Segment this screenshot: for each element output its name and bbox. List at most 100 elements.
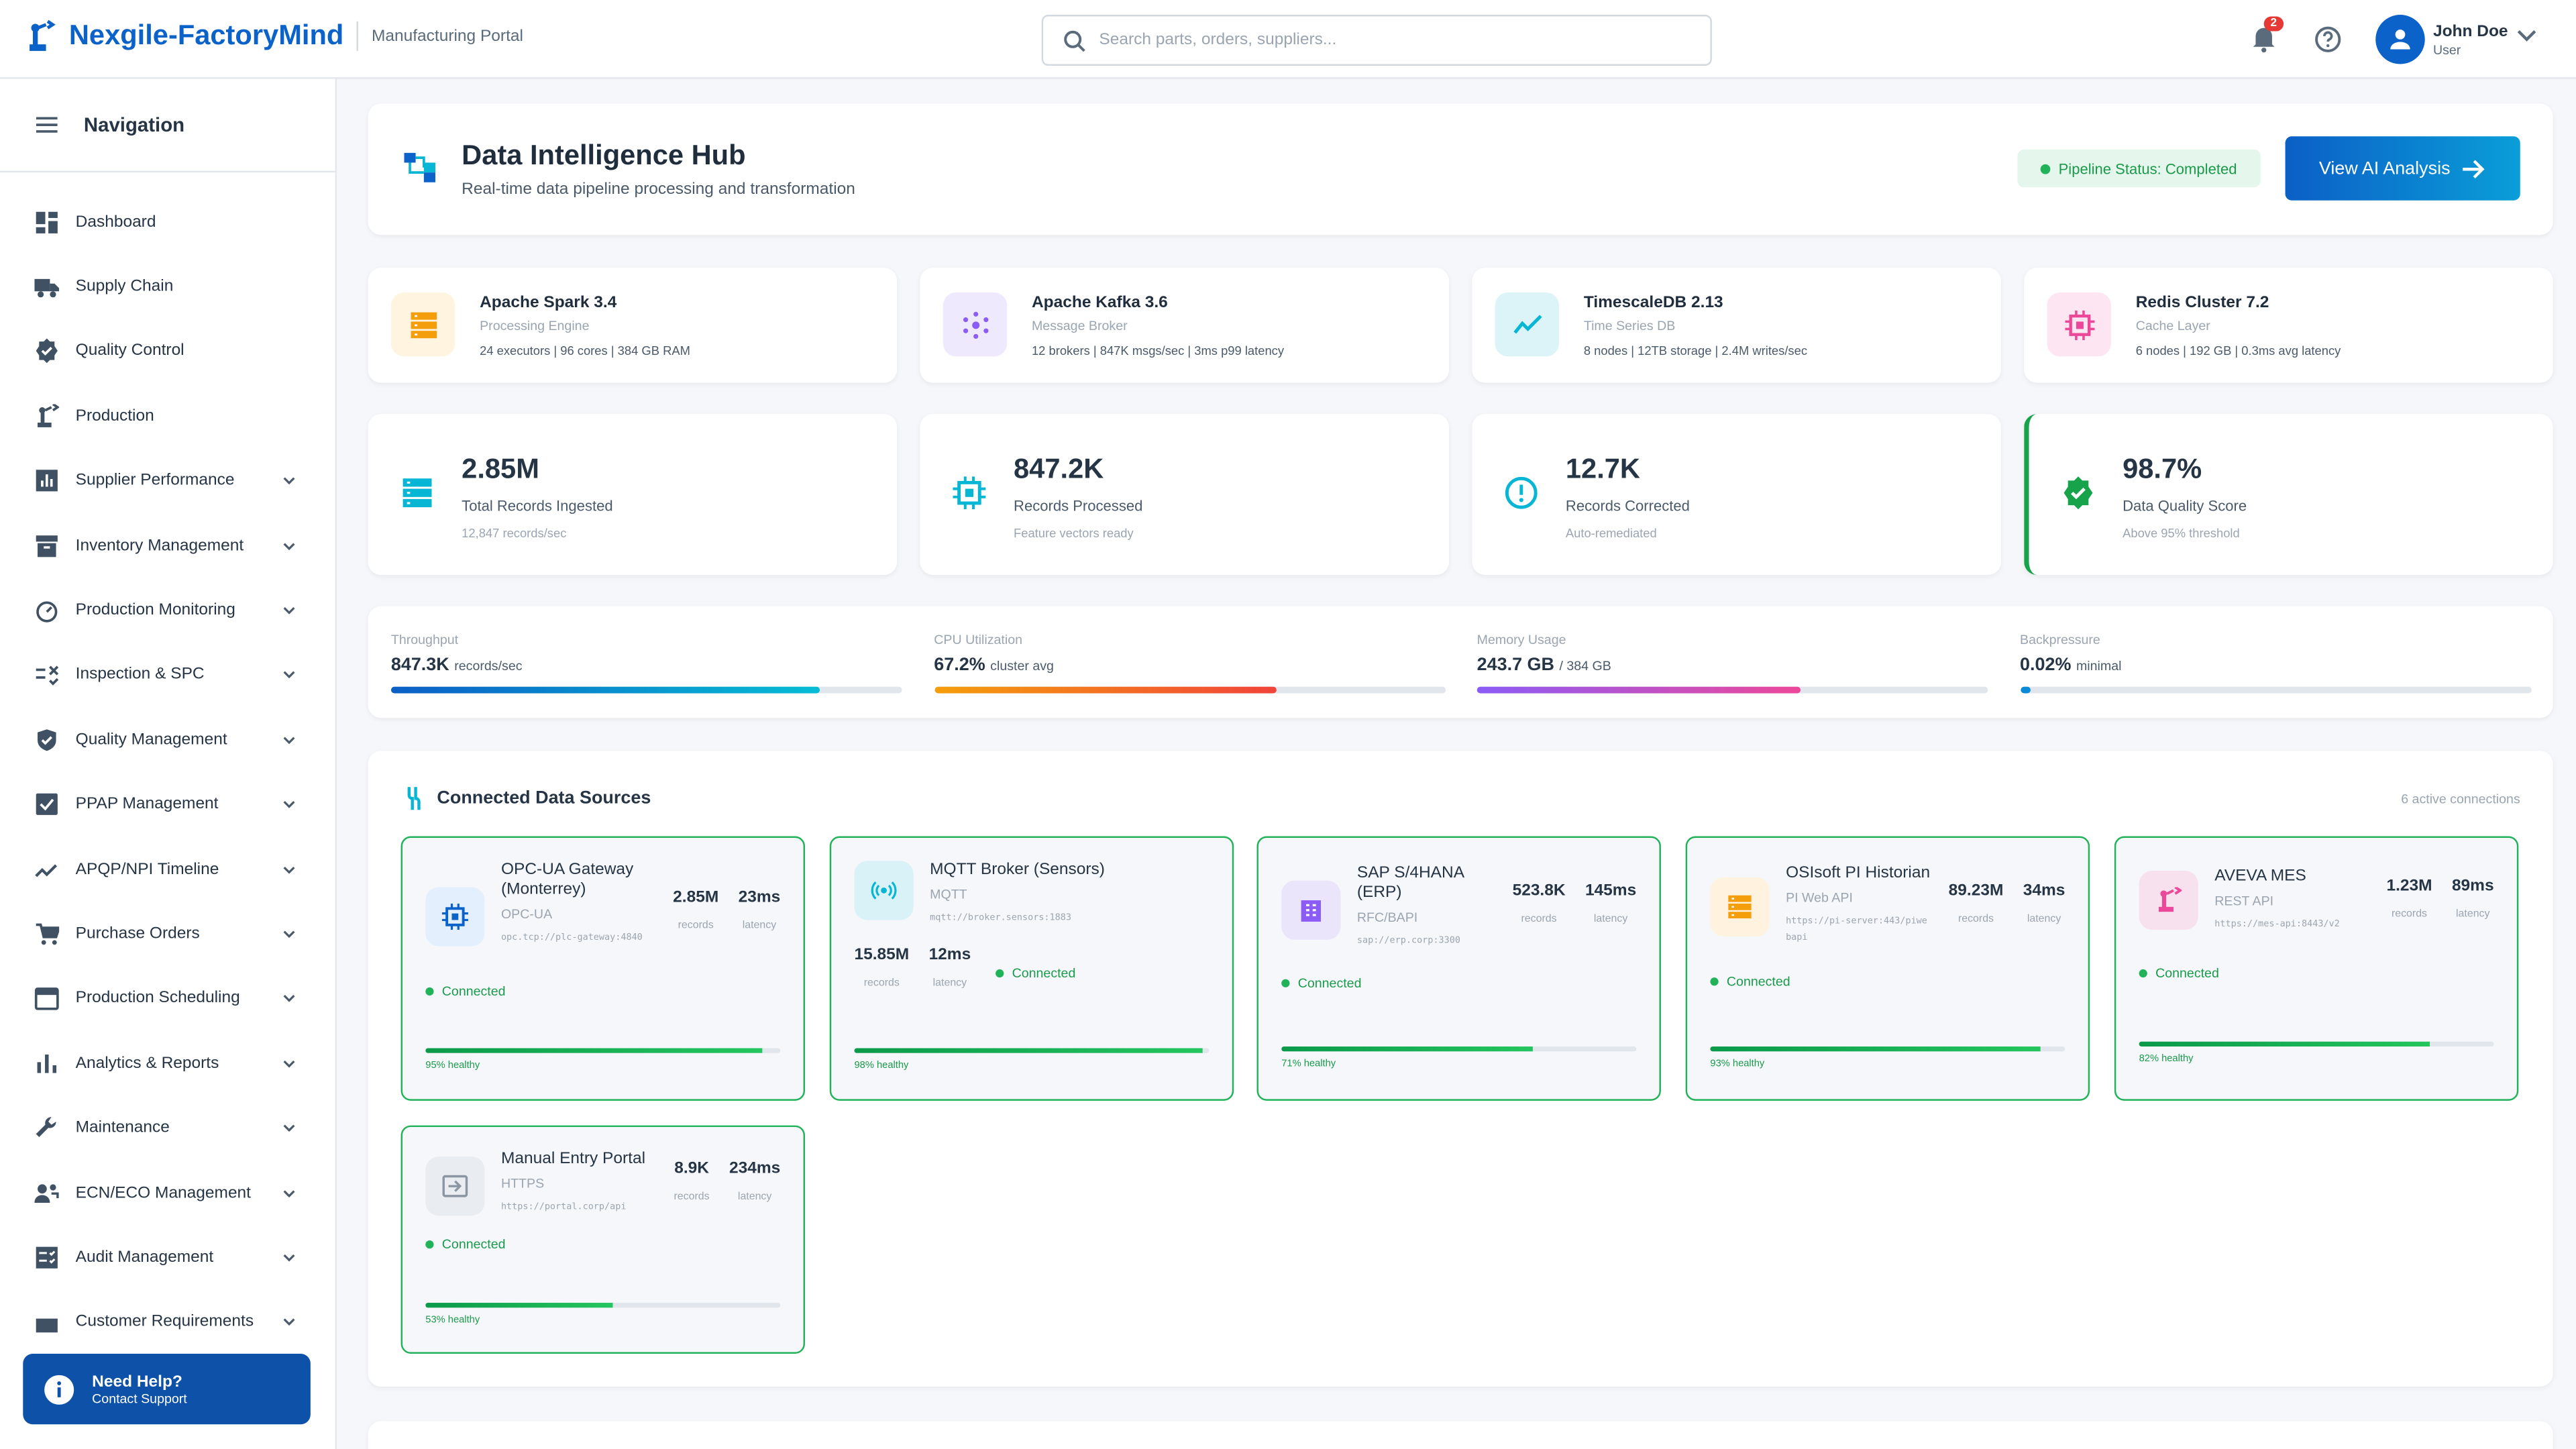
health-bar bbox=[1710, 1046, 2065, 1052]
chevron-down-icon[interactable] bbox=[282, 1318, 296, 1326]
sidebar-item-supply-chain[interactable]: Supply Chain bbox=[0, 262, 335, 311]
stat-card: 2.85M Total Records Ingested 12,847 record… bbox=[368, 414, 898, 576]
sidebar-item-icon bbox=[33, 856, 59, 882]
sidebar-item-dashboard[interactable]: Dashboard bbox=[0, 197, 335, 246]
sidebar-item-ppap-management[interactable]: PPAP Management bbox=[0, 780, 335, 828]
sidebar-item-icon bbox=[33, 661, 59, 688]
chevron-down-icon[interactable] bbox=[282, 800, 296, 808]
sidebar-item-label: Supplier Performance bbox=[75, 472, 235, 490]
latency-label: latency bbox=[742, 920, 777, 932]
records-label: records bbox=[674, 1191, 710, 1203]
sidebar-item-label: Dashboard bbox=[75, 213, 156, 231]
timeline-icon bbox=[34, 863, 56, 877]
latency-label: latency bbox=[2456, 908, 2490, 920]
sidebar-item-label: Audit Management bbox=[75, 1248, 214, 1267]
broadcast-icon bbox=[871, 881, 897, 900]
logo[interactable]: Nexgile-FactoryMind Manufacturing Portal bbox=[26, 19, 523, 52]
chevron-down-icon[interactable] bbox=[282, 476, 296, 485]
data-source-card[interactable]: OSIsoft PI Historian PI Web API https://pi… bbox=[1685, 836, 2090, 1101]
sidebar-item-quality-management[interactable]: Quality Management bbox=[0, 715, 335, 764]
health-label: 71% healthy bbox=[1281, 1059, 1336, 1070]
people-icon bbox=[34, 1183, 58, 1202]
chevron-down-icon[interactable] bbox=[282, 735, 296, 744]
user-name[interactable]: John Doe bbox=[2432, 23, 2508, 42]
storage-icon bbox=[1728, 895, 1752, 918]
data-source-card[interactable]: Manual Entry Portal HTTPS https://portal.c… bbox=[400, 1125, 806, 1354]
metric-progress-bar bbox=[1477, 686, 1988, 694]
chevron-down-icon[interactable] bbox=[282, 994, 296, 1003]
sidebar-item-inventory-management[interactable]: Inventory Management bbox=[0, 521, 335, 570]
sidebar-item-label: Maintenance bbox=[75, 1118, 170, 1137]
sidebar-item-icon bbox=[33, 402, 59, 429]
chevron-down-icon[interactable] bbox=[282, 606, 296, 614]
sidebar-item-label: Production Monitoring bbox=[75, 601, 235, 620]
chevron-down-icon[interactable] bbox=[282, 1189, 296, 1197]
sidebar-item-ecn-eco-management[interactable]: ECN/ECO Management bbox=[0, 1168, 335, 1217]
hub-icon bbox=[962, 311, 988, 338]
sidebar-item-analytics-reports[interactable]: Analytics & Reports bbox=[0, 1038, 335, 1087]
sidebar-item-icon bbox=[33, 1115, 59, 1141]
bar-chart-icon bbox=[35, 470, 57, 492]
top-header: Nexgile-FactoryMind Manufacturing Portal… bbox=[0, 0, 2576, 79]
connected-sources-card: Connected Data Sources 6 active connecti… bbox=[368, 751, 2553, 1387]
latency-label: latency bbox=[737, 1191, 772, 1203]
status-text: Connected bbox=[441, 1237, 506, 1252]
health-fill bbox=[1281, 1046, 1534, 1052]
sidebar-item-quality-control[interactable]: Quality Control bbox=[0, 327, 335, 376]
calendar-icon bbox=[34, 987, 58, 1011]
health-label: 95% healthy bbox=[425, 1061, 480, 1071]
view-ai-analysis-button[interactable]: View AI Analysis bbox=[2285, 136, 2520, 201]
chevron-down-icon[interactable] bbox=[282, 930, 296, 938]
chevron-down-icon[interactable] bbox=[282, 1059, 296, 1067]
source-name: AVEVA MES bbox=[2214, 867, 2306, 886]
connection-status: Connected bbox=[425, 1237, 506, 1252]
sidebar-item-apqp-npi-timeline[interactable]: APQP/NPI Timeline bbox=[0, 845, 335, 894]
sidebar-item-icon bbox=[33, 273, 59, 299]
chevron-down-icon[interactable] bbox=[282, 541, 296, 549]
search-input[interactable] bbox=[1099, 31, 1658, 50]
data-source-card[interactable]: SAP S/4HANA (ERP) RFC/BAPI sap://erp.corp:… bbox=[1256, 836, 1661, 1101]
search-box[interactable] bbox=[1041, 15, 1712, 66]
arrow-right-icon bbox=[2463, 159, 2485, 178]
help-support-button[interactable]: Need Help? Contact Support bbox=[23, 1353, 311, 1425]
hero-card: Data Intelligence Hub Real-time data pip… bbox=[368, 103, 2553, 235]
metric-progress-bar bbox=[390, 686, 902, 694]
records-label: records bbox=[2391, 908, 2428, 920]
sidebar-item-inspection-spc[interactable]: Inspection & SPC bbox=[0, 650, 335, 699]
sidebar-item-customer-requirements[interactable]: Customer Requirements bbox=[0, 1297, 335, 1346]
health-bar bbox=[854, 1048, 1210, 1053]
health-fill bbox=[2139, 1041, 2430, 1047]
sidebar-item-purchase-orders[interactable]: Purchase Orders bbox=[0, 909, 335, 958]
tech-role: Cache Layer bbox=[2135, 319, 2210, 334]
sidebar-item-production-monitoring[interactable]: Production Monitoring bbox=[0, 586, 335, 635]
sidebar-item-maintenance[interactable]: Maintenance bbox=[0, 1104, 335, 1152]
avatar[interactable] bbox=[2375, 15, 2425, 64]
source-name: SAP S/4HANA (ERP) bbox=[1356, 864, 1464, 902]
sidebar-item-supplier-performance[interactable]: Supplier Performance bbox=[0, 456, 335, 505]
help-icon[interactable] bbox=[2313, 25, 2343, 54]
sidebar-item-audit-management[interactable]: Audit Management bbox=[0, 1233, 335, 1282]
sidebar-item-production-scheduling[interactable]: Production Scheduling bbox=[0, 974, 335, 1023]
metric-progress-fill bbox=[934, 686, 1278, 694]
sidebar-item-icon bbox=[33, 532, 59, 558]
chevron-down-icon[interactable] bbox=[282, 865, 296, 873]
data-source-card[interactable]: AVEVA MES REST API https://mes-api:8443/v2… bbox=[2114, 836, 2519, 1101]
source-stats: 2.85M records 23ms latency bbox=[673, 889, 780, 932]
chevron-down-icon[interactable] bbox=[282, 1124, 296, 1132]
sidebar-item-icon bbox=[33, 1179, 59, 1205]
bell-icon[interactable] bbox=[2251, 23, 2277, 53]
sidebar-title: Navigation bbox=[83, 113, 185, 137]
chevron-down-icon[interactable] bbox=[282, 1253, 296, 1262]
data-source-card[interactable]: OPC-UA Gateway (Monterrey) OPC-UA opc.tcp:… bbox=[400, 836, 806, 1101]
stat-value: 847.2K bbox=[1014, 453, 1104, 485]
sidebar-item-label: Inventory Management bbox=[75, 536, 244, 555]
status-dot-icon bbox=[425, 1240, 434, 1249]
menu-icon[interactable] bbox=[36, 117, 58, 133]
data-source-card[interactable]: MQTT Broker (Sensors) MQTT mqtt://broker.s… bbox=[829, 836, 1234, 1101]
chevron-down-icon[interactable] bbox=[282, 671, 296, 679]
stat-value: 98.7% bbox=[2123, 453, 2202, 485]
source-icon-box bbox=[2139, 870, 2198, 930]
chevron-down-icon[interactable] bbox=[2517, 30, 2536, 43]
page-subtitle: Real-time data pipeline processing and t… bbox=[462, 180, 855, 199]
sidebar-item-production[interactable]: Production bbox=[0, 391, 335, 440]
